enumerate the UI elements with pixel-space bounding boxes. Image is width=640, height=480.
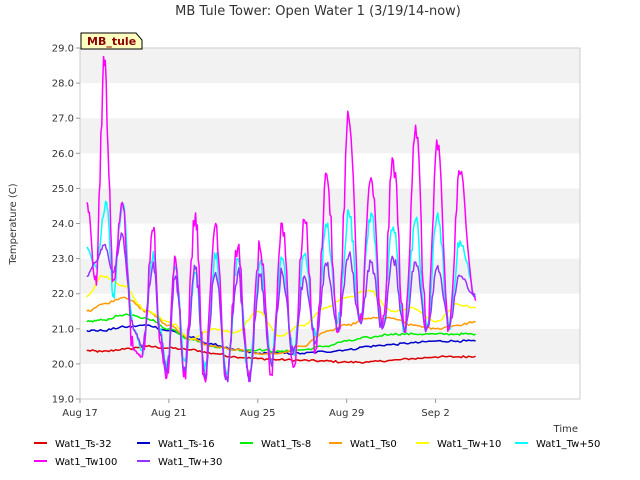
legend-label: Wat1_Tw100 [55,457,117,468]
y-tick-label: 23.0 [52,254,74,265]
legend-label: Wat1_Tw+50 [536,439,600,450]
y-tick-label: 20.0 [52,359,74,370]
y-tick-label: 29.0 [52,44,74,55]
grid-band [80,258,580,294]
legend-label: Wat1_Tw+10 [437,439,501,450]
y-tick-label: 26.0 [52,149,74,160]
grid-band [80,153,580,189]
series-line [86,232,476,383]
x-tick-label: Aug 29 [329,408,364,419]
legend-label: Wat1_Ts-32 [55,439,112,450]
annotation-label: MB_tule [87,35,136,48]
grid-band [80,83,580,119]
series-line [86,344,476,364]
grid-band [80,118,580,154]
y-tick-label: 24.0 [52,219,74,230]
x-tick-label: Aug 17 [62,408,97,419]
legend-label: Wat1_Ts-16 [158,439,215,450]
y-tick-label: 28.0 [52,79,74,90]
y-axis: 19.0 20.0 21.0 22.0 23.0 24.0 25.0 26.0 27.0 28.0… [52,44,80,406]
y-tick-label: 19.0 [52,395,74,406]
annotation-badge: MB_tule [80,32,143,50]
series-lines [86,55,477,383]
x-tick-label: Aug 21 [151,408,186,419]
y-tick-label: 21.0 [52,324,74,335]
legend-label: Wat1_Ts0 [350,439,397,450]
chart-title: MB Tule Tower: Open Water 1 (3/19/14-now… [175,4,461,19]
y-axis-label: Temperature (C) [8,183,19,265]
y-tick-label: 27.0 [52,114,74,125]
x-axis-label: Time [553,424,578,435]
x-tick-label: Sep 2 [421,408,449,419]
legend: Wat1_Ts-32 Wat1_Ts-16 Wat1_Ts-8 Wat1_Ts0 Wat… [34,439,600,468]
legend-label: Wat1_Ts-8 [261,439,311,450]
legend-label: Wat1_Tw+30 [158,457,222,468]
y-tick-label: 25.0 [52,184,74,195]
y-tick-label: 22.0 [52,289,74,300]
grid-band [80,363,580,399]
grid-band [80,48,580,84]
x-axis: Aug 17 Aug 21 Aug 25 Aug 29 Sep 2 [62,399,450,419]
x-tick-label: Aug 25 [240,408,275,419]
grid-band [80,293,580,329]
